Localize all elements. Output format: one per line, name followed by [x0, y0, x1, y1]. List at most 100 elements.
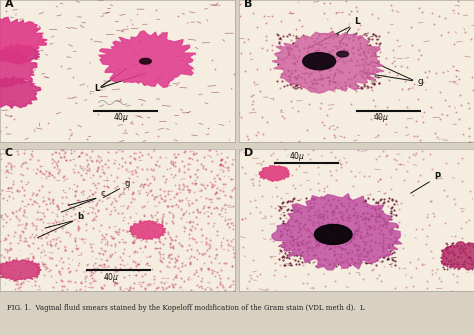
Point — [53, 203, 61, 209]
Point — [349, 207, 356, 212]
Point — [82, 274, 90, 279]
Point — [162, 286, 170, 291]
Point — [400, 178, 408, 183]
Point — [75, 225, 83, 230]
Point — [390, 48, 397, 53]
Point — [426, 151, 433, 156]
Point — [468, 74, 474, 80]
Point — [316, 233, 323, 238]
Point — [111, 185, 119, 191]
Point — [36, 168, 44, 174]
Point — [163, 57, 171, 63]
Point — [0, 272, 4, 278]
Point — [29, 266, 36, 272]
Point — [176, 284, 183, 289]
Point — [373, 68, 381, 73]
Point — [364, 36, 372, 41]
Point — [219, 188, 227, 193]
Point — [354, 26, 362, 32]
Point — [337, 41, 344, 46]
Point — [293, 241, 301, 246]
Point — [92, 185, 100, 190]
Point — [353, 231, 361, 236]
Point — [218, 207, 225, 212]
Point — [158, 284, 166, 289]
Point — [333, 257, 340, 262]
Point — [16, 217, 23, 223]
Point — [278, 113, 286, 118]
Point — [218, 240, 225, 245]
Point — [40, 172, 47, 177]
Point — [359, 74, 367, 80]
Point — [152, 285, 159, 291]
Point — [37, 235, 45, 240]
Point — [333, 220, 341, 225]
Point — [379, 259, 386, 264]
Point — [211, 179, 219, 184]
Point — [279, 65, 286, 71]
Point — [13, 188, 20, 194]
Point — [356, 23, 364, 28]
Point — [258, 193, 266, 199]
Point — [83, 262, 91, 268]
Point — [15, 223, 22, 228]
Point — [442, 255, 450, 260]
Point — [333, 124, 341, 130]
Point — [140, 185, 147, 190]
Point — [166, 244, 173, 249]
Point — [307, 52, 314, 57]
Point — [311, 47, 319, 53]
Point — [380, 255, 388, 260]
Point — [386, 237, 394, 242]
Point — [375, 213, 383, 219]
Point — [306, 213, 313, 218]
Point — [199, 163, 207, 169]
Point — [180, 170, 188, 175]
Point — [69, 75, 76, 80]
Point — [14, 276, 21, 282]
Point — [376, 212, 383, 217]
Point — [374, 214, 382, 219]
Point — [169, 174, 177, 179]
Point — [86, 280, 93, 286]
Point — [283, 54, 290, 60]
Point — [319, 262, 327, 268]
Point — [31, 282, 38, 287]
Point — [7, 240, 14, 246]
Point — [317, 42, 324, 47]
Point — [48, 156, 56, 162]
Point — [0, 146, 8, 152]
Point — [294, 72, 302, 77]
Point — [257, 161, 264, 166]
Point — [146, 254, 154, 259]
Point — [351, 236, 358, 241]
Point — [318, 214, 325, 220]
Point — [197, 226, 205, 232]
Point — [160, 198, 167, 203]
Point — [48, 173, 56, 178]
Point — [120, 186, 128, 191]
Point — [147, 218, 155, 223]
Point — [302, 195, 310, 200]
Point — [410, 81, 418, 87]
Point — [7, 185, 15, 191]
Point — [337, 254, 345, 260]
Point — [283, 227, 291, 232]
Point — [151, 194, 159, 199]
Point — [314, 46, 321, 52]
Point — [178, 158, 186, 163]
Point — [200, 261, 208, 266]
Point — [305, 228, 312, 233]
Point — [465, 254, 473, 259]
Point — [131, 260, 139, 265]
Point — [238, 164, 246, 170]
Point — [351, 78, 358, 83]
Point — [371, 112, 378, 117]
Point — [18, 184, 26, 190]
Point — [188, 180, 196, 186]
Point — [348, 250, 356, 255]
Point — [289, 196, 297, 201]
Point — [80, 189, 87, 194]
Point — [364, 217, 372, 223]
Point — [419, 261, 426, 266]
